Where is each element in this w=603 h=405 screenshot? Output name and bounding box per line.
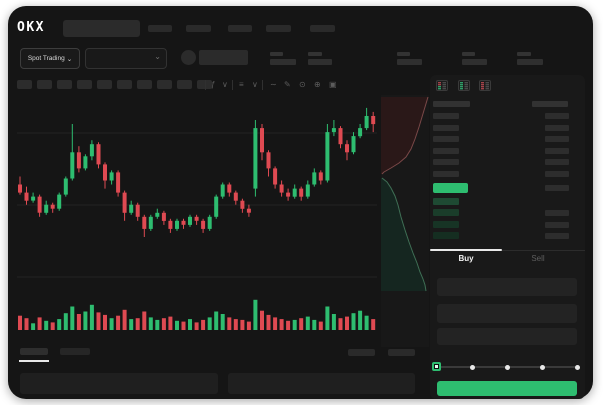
stat-label-placeholder — [308, 52, 322, 56]
stat-label-placeholder — [462, 52, 475, 56]
stat-value-placeholder — [270, 59, 296, 65]
nav-item[interactable] — [148, 25, 172, 32]
pair-dropdown[interactable]: ⌄ — [85, 48, 167, 69]
ask-amount-placeholder — [545, 124, 569, 131]
timeframe-button[interactable] — [57, 80, 72, 89]
nav-item[interactable] — [310, 25, 335, 32]
tabbar-divider — [430, 250, 585, 251]
timeframe-button[interactable] — [157, 80, 172, 89]
last-price-bar[interactable] — [433, 183, 468, 193]
ask-price-placeholder[interactable] — [433, 147, 459, 154]
bid-amount-placeholder — [545, 210, 569, 217]
stat-label-placeholder — [517, 52, 531, 56]
ask-amount-placeholder — [545, 159, 569, 166]
indicators-chevron-icon[interactable]: ∨ — [222, 80, 228, 89]
settings-icon[interactable]: ⊕ — [314, 80, 321, 89]
okx-logo[interactable]: OKX — [17, 20, 45, 35]
tab-sell[interactable]: Sell — [531, 254, 545, 263]
market-type-label: Spot Trading — [27, 55, 65, 62]
bottom-summary-panel[interactable] — [228, 373, 415, 394]
bid-amount-placeholder — [545, 221, 569, 228]
stat-value-placeholder — [517, 59, 543, 65]
draw-icon[interactable]: ✎ — [284, 80, 291, 89]
bottom-bar-action[interactable] — [348, 349, 375, 356]
ask-price-placeholder[interactable] — [433, 159, 459, 166]
ask-price-placeholder[interactable] — [433, 171, 459, 177]
bid-amount-placeholder — [545, 232, 569, 239]
toolbar-divider — [262, 80, 263, 90]
chart-style-icon[interactable]: ≡ — [239, 80, 244, 89]
ask-amount-placeholder — [545, 171, 569, 177]
bid-price-placeholder[interactable] — [433, 231, 459, 239]
bid-price-placeholder[interactable] — [433, 220, 459, 228]
toolbar-divider — [205, 80, 206, 90]
stat-label-placeholder — [397, 52, 410, 56]
order-input-placeholder[interactable] — [437, 304, 577, 323]
line-tool-icon[interactable]: ∼ — [270, 80, 277, 89]
search-input[interactable] — [63, 20, 140, 37]
timeframe-button[interactable] — [17, 80, 32, 89]
buy-button[interactable] — [437, 381, 577, 396]
nav-item[interactable] — [266, 25, 291, 32]
candlestick-chart[interactable] — [17, 97, 377, 293]
stat-value-placeholder — [462, 59, 487, 65]
market-type-selector[interactable]: Spot Trading ⌄ — [20, 48, 80, 69]
chart-style-chevron-icon[interactable]: ∨ — [252, 80, 258, 89]
bid-price-placeholder[interactable] — [433, 198, 459, 205]
bottom-summary-panel[interactable] — [20, 373, 218, 394]
chevron-down-icon: ⌄ — [154, 52, 161, 61]
book-view-bids-icon[interactable] — [457, 80, 470, 91]
timeframe-button[interactable] — [177, 80, 192, 89]
slider-stop-dot[interactable] — [469, 364, 475, 370]
stat-label-placeholder — [270, 52, 283, 56]
bid-price-placeholder[interactable] — [433, 209, 459, 217]
bottom-bar-action[interactable] — [388, 349, 415, 356]
timeframe-button[interactable] — [197, 80, 212, 89]
nav-item[interactable] — [186, 25, 211, 32]
timeframe-button[interactable] — [37, 80, 52, 89]
slider-stop-dot[interactable] — [504, 364, 510, 370]
coin-avatar — [181, 50, 196, 65]
order-input-placeholder[interactable] — [437, 278, 577, 296]
order-input-placeholder[interactable] — [437, 328, 577, 345]
stat-value-placeholder — [308, 59, 332, 65]
last-price-amount-placeholder — [545, 185, 569, 191]
timeframe-button[interactable] — [137, 80, 152, 89]
book-view-asks-icon[interactable] — [479, 80, 491, 91]
slider-stop-dot[interactable] — [539, 364, 545, 370]
toolbar-divider — [232, 80, 233, 90]
ask-price-placeholder[interactable] — [433, 124, 459, 131]
slider-handle-dot — [435, 365, 438, 368]
book-view-both-icon[interactable] — [436, 80, 448, 91]
depth-chart[interactable] — [381, 95, 429, 347]
ask-amount-placeholder — [545, 113, 569, 119]
bottom-tab-underline — [19, 360, 49, 362]
fullscreen-icon[interactable]: ▣ — [329, 80, 337, 89]
indicators-icon[interactable]: ƒ — [211, 80, 216, 89]
ask-amount-placeholder — [545, 147, 569, 154]
chevron-down-icon: ⌄ — [66, 55, 73, 63]
ask-amount-placeholder — [545, 136, 569, 143]
active-tab-indicator — [430, 249, 502, 251]
slider-stop-dot[interactable] — [574, 364, 580, 370]
bottom-tab[interactable] — [20, 348, 48, 355]
timeframe-button[interactable] — [77, 80, 92, 89]
ask-price-placeholder[interactable] — [433, 136, 459, 143]
slider-handle[interactable] — [432, 362, 441, 371]
orderbook-amount-header — [532, 101, 568, 107]
tab-buy[interactable]: Buy — [458, 254, 474, 263]
timeframe-button[interactable] — [97, 80, 112, 89]
screenshot-icon[interactable]: ⊙ — [299, 80, 306, 89]
pair-name-placeholder — [199, 50, 248, 65]
ask-price-placeholder[interactable] — [433, 113, 459, 119]
timeframe-button[interactable] — [117, 80, 132, 89]
orderbook-price-header — [433, 101, 470, 107]
stat-value-placeholder — [397, 59, 422, 65]
volume-chart[interactable] — [17, 297, 377, 331]
nav-item[interactable] — [228, 25, 252, 32]
bottom-tab[interactable] — [60, 348, 90, 355]
